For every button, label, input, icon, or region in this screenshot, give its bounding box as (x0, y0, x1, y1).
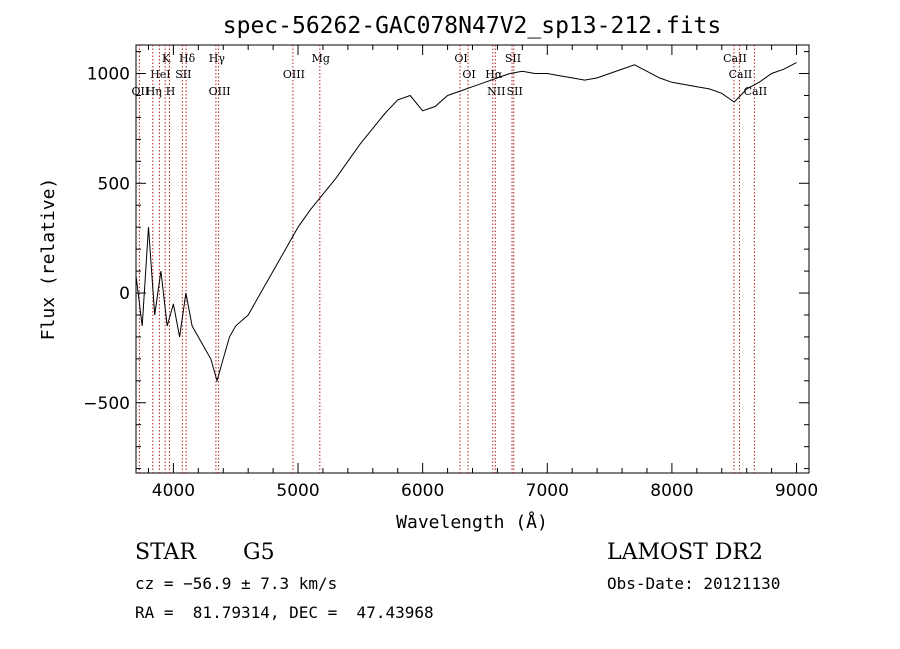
marker-label: Hγ (209, 52, 226, 65)
marker-label: OIII (209, 85, 231, 98)
y-tick-label: 500 (98, 174, 130, 194)
marker-label: Hδ (179, 52, 196, 65)
marker-label: K (162, 52, 171, 65)
coordinates: RA = 81.79314, DEC = 47.43968 (135, 603, 434, 622)
marker-label: OI (462, 68, 475, 81)
obs-date: Obs-Date: 20121130 (607, 574, 781, 593)
marker-label: CaII (723, 52, 747, 65)
y-axis-label: Flux (relative) (38, 178, 59, 341)
marker-label: OII (132, 85, 150, 98)
x-tick-label: 6000 (401, 481, 444, 501)
marker-label: H (166, 85, 176, 98)
plot-frame (135, 44, 810, 474)
object-class: STAR (135, 540, 196, 565)
x-tick-label: 8000 (650, 481, 693, 501)
marker-label: HeI (150, 68, 170, 81)
marker-label: CaII (729, 68, 753, 81)
marker-label: SII (175, 68, 191, 81)
x-tick-label: 5000 (276, 481, 319, 501)
spectrum-line (135, 62, 797, 383)
marker-label: CaII (744, 85, 768, 98)
marker-label: SII (507, 85, 523, 98)
x-tick-label: 4000 (152, 481, 195, 501)
y-tick-label: 0 (119, 284, 130, 304)
survey-name: LAMOST DR2 (607, 540, 763, 565)
marker-label: SII (505, 52, 521, 65)
marker-label: OI (454, 52, 467, 65)
spectrum-series (135, 62, 797, 383)
marker-label: OIII (283, 68, 305, 81)
x-axis-label: Wavelength (Å) (396, 511, 548, 533)
y-tick-label: −500 (83, 394, 130, 414)
marker-label: NII (487, 85, 505, 98)
redshift-text: cz = −56.9 ± 7.3 km/s (135, 574, 338, 593)
y-tick-label: 1000 (87, 65, 130, 85)
chart-title: spec-56262-GAC078N47V2_sp13-212.fits (223, 13, 722, 39)
x-tick-label: 9000 (775, 481, 818, 501)
marker-label: Hη (146, 85, 162, 98)
marker-label: Mg (312, 52, 330, 65)
x-tick-label: 7000 (526, 481, 569, 501)
axis-ticks: 4000 5000 6000 7000 8000 9000 −500 0 500 1000 (83, 45, 818, 501)
object-subclass: G5 (243, 540, 275, 565)
